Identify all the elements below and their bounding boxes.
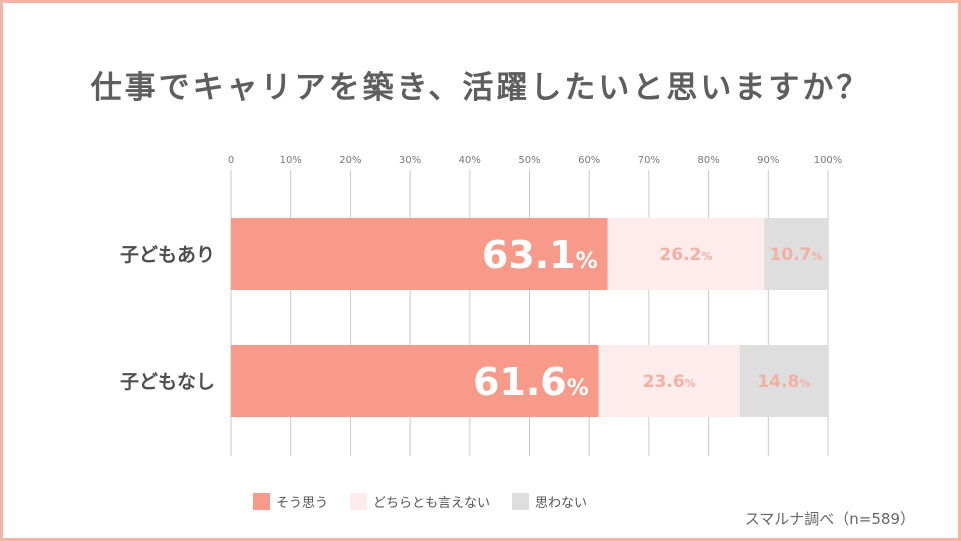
x-tick-label: 40% xyxy=(459,155,481,166)
x-tick-label: 10% xyxy=(280,155,302,166)
x-tick-label: 100% xyxy=(814,155,843,166)
x-tick-label: 30% xyxy=(399,155,421,166)
source-note: スマルナ調べ（n=589） xyxy=(744,510,915,528)
legend-item-agree: そう思う xyxy=(253,492,328,511)
x-tick-label: 60% xyxy=(578,155,600,166)
x-tick-label: 0 xyxy=(228,155,234,166)
legend-item-disagree: 思わない xyxy=(512,492,587,511)
data-label: 61.6% xyxy=(473,360,589,404)
x-tick-label: 50% xyxy=(518,155,540,166)
legend-label-disagree: 思わない xyxy=(535,496,588,511)
data-label: 10.7% xyxy=(770,245,823,265)
chart-title: 仕事でキャリアを築き、活躍したいと思いますか？ xyxy=(90,70,871,106)
x-tick-label: 90% xyxy=(757,155,779,166)
bar-segment xyxy=(739,345,828,417)
bar-segment xyxy=(231,345,599,417)
category-label: 子どもあり xyxy=(120,244,215,266)
data-label: 63.1% xyxy=(482,233,598,277)
x-tick-label: 20% xyxy=(339,155,361,166)
chart-legend: そう思う どちらとも言えない 思わない xyxy=(253,492,587,511)
legend-swatch-disagree xyxy=(512,493,530,510)
data-label: 14.8% xyxy=(757,372,810,392)
data-label: 23.6% xyxy=(643,372,696,392)
x-tick-label: 70% xyxy=(638,155,660,166)
bar-segment xyxy=(598,345,740,417)
legend-label-neutral: どちらとも言えない xyxy=(373,496,491,511)
bar-segment xyxy=(764,218,828,290)
legend-swatch-neutral xyxy=(350,493,368,510)
bar-segment xyxy=(607,218,765,290)
bar-segment xyxy=(231,218,608,290)
data-label: 26.2% xyxy=(659,245,712,265)
category-label: 子どもなし xyxy=(120,371,215,393)
legend-item-neutral: どちらとも言えない xyxy=(350,492,490,511)
legend-swatch-agree xyxy=(253,493,270,510)
legend-label-agree: そう思う xyxy=(276,496,329,511)
x-tick-label: 80% xyxy=(697,155,719,166)
